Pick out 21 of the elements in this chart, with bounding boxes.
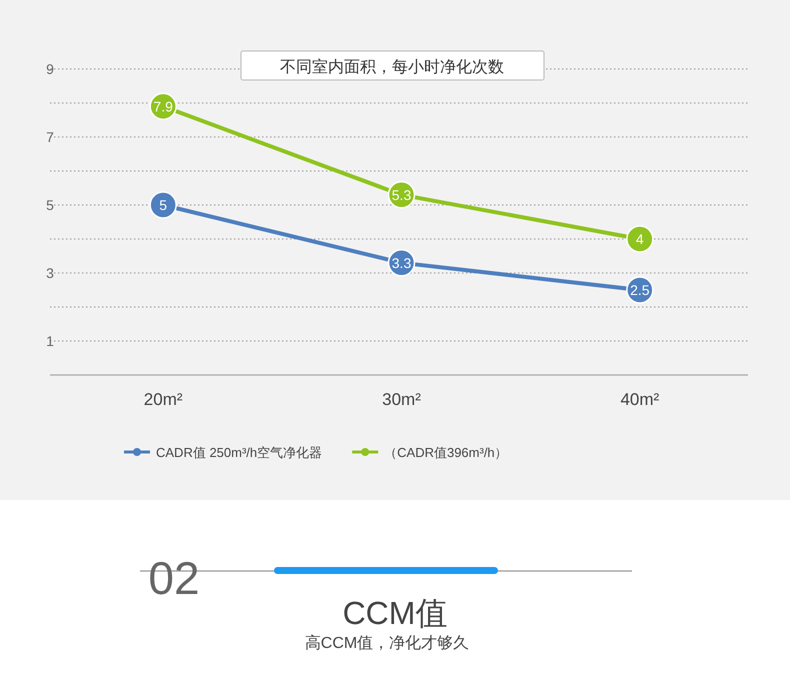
chart-title: 不同室内面积，每小时净化次数 (280, 58, 504, 76)
x-tick-label: 40m² (620, 390, 660, 409)
point (626, 225, 654, 253)
point (149, 191, 177, 219)
y-tick-label: 9 (46, 61, 54, 77)
x-tick-label: 20m² (144, 390, 183, 409)
data-label: 2.5 (630, 282, 650, 298)
data-label: 3.3 (392, 254, 412, 271)
x-tick-label: 30m² (382, 390, 422, 409)
y-tick-label: 1 (46, 333, 54, 349)
y-tick-label: 5 (46, 197, 54, 213)
data-label: 5.3 (392, 186, 412, 203)
data-label: 4 (636, 231, 644, 247)
text: CCM值 (342, 595, 448, 631)
data-label: 7.9 (153, 98, 174, 114)
text: 高CCM值，净化才够久 (304, 634, 470, 652)
legend-label: （CADR值396m³/h） (384, 445, 508, 460)
legend-label: CADR值 250m³/h空气净化器 (156, 445, 322, 460)
data-label: 5 (159, 197, 168, 213)
y-tick-label: 3 (46, 265, 54, 281)
y-tick-label: 7 (46, 129, 54, 145)
